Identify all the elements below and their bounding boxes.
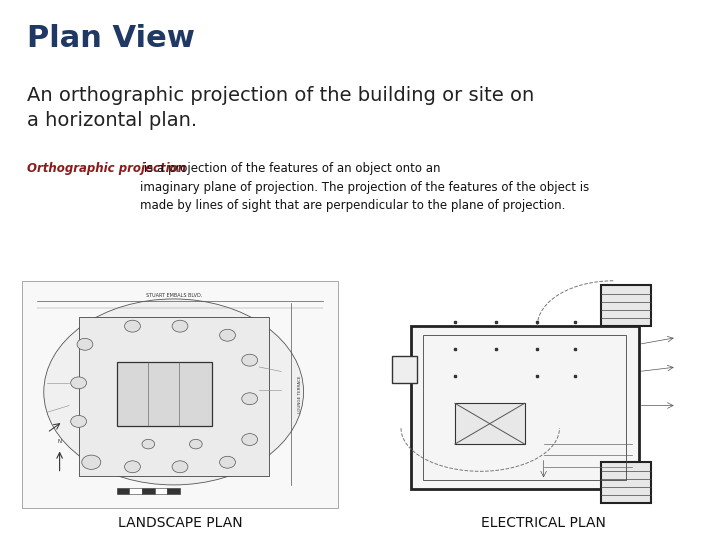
Text: LOUNGE TERRACE: LOUNGE TERRACE xyxy=(298,375,302,413)
Text: is a projection of the features of an object onto an
imaginary plane of projecti: is a projection of the features of an ob… xyxy=(140,162,590,212)
Text: An orthographic projection of the building or site on
a horizontal plan.: An orthographic projection of the buildi… xyxy=(27,86,535,130)
FancyBboxPatch shape xyxy=(130,488,142,494)
FancyBboxPatch shape xyxy=(155,488,167,494)
FancyBboxPatch shape xyxy=(142,488,155,494)
FancyBboxPatch shape xyxy=(600,462,652,503)
Circle shape xyxy=(125,461,140,472)
Circle shape xyxy=(82,455,101,469)
FancyBboxPatch shape xyxy=(455,403,525,444)
FancyBboxPatch shape xyxy=(78,317,269,476)
Circle shape xyxy=(189,440,202,449)
Text: Plan View: Plan View xyxy=(27,24,195,53)
Circle shape xyxy=(77,339,93,350)
Circle shape xyxy=(242,393,258,404)
Circle shape xyxy=(71,415,86,427)
FancyBboxPatch shape xyxy=(410,326,639,489)
FancyBboxPatch shape xyxy=(22,281,338,508)
Circle shape xyxy=(125,320,140,332)
Circle shape xyxy=(172,461,188,472)
Text: ELECTRICAL PLAN: ELECTRICAL PLAN xyxy=(481,516,606,530)
FancyBboxPatch shape xyxy=(167,488,180,494)
Text: LANDSCAPE PLAN: LANDSCAPE PLAN xyxy=(117,516,243,530)
FancyBboxPatch shape xyxy=(600,285,652,326)
Text: STUART EMBALS BLVD.: STUART EMBALS BLVD. xyxy=(145,293,202,298)
FancyBboxPatch shape xyxy=(385,281,702,508)
Text: Orthographic projection: Orthographic projection xyxy=(27,162,186,175)
Circle shape xyxy=(220,456,235,468)
Text: N: N xyxy=(58,439,62,444)
FancyBboxPatch shape xyxy=(392,356,417,383)
Ellipse shape xyxy=(44,299,304,485)
Circle shape xyxy=(220,329,235,341)
Circle shape xyxy=(242,434,258,445)
FancyBboxPatch shape xyxy=(117,488,130,494)
FancyBboxPatch shape xyxy=(117,362,212,426)
Circle shape xyxy=(71,377,86,389)
Circle shape xyxy=(242,354,258,366)
Circle shape xyxy=(142,440,155,449)
Circle shape xyxy=(172,320,188,332)
